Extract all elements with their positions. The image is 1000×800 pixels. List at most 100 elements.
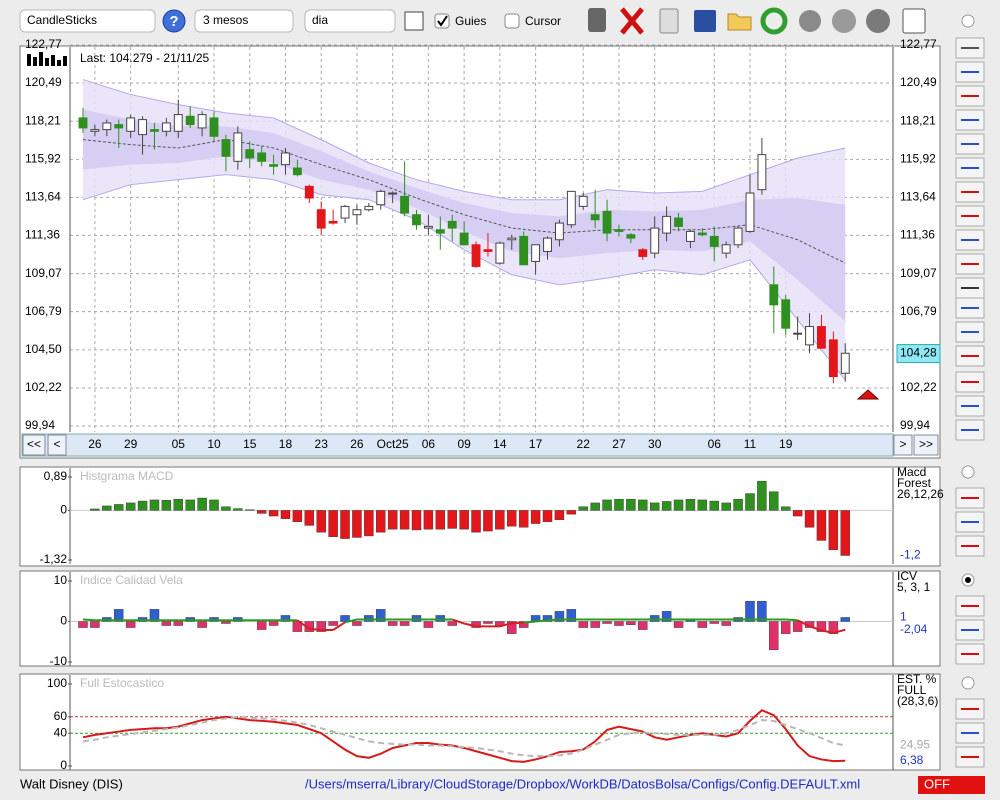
y-tick-label: 0,89 (44, 469, 68, 483)
candle-body (292, 167, 302, 176)
bar (328, 510, 338, 537)
x-tick-label: 23 (315, 437, 329, 451)
prev-button[interactable] (47, 434, 67, 456)
indicator-line-segment (821, 629, 834, 634)
bar (399, 621, 410, 626)
currency-icon[interactable] (832, 9, 856, 33)
bar (626, 621, 636, 625)
bar (352, 510, 362, 538)
y-tick-label-right: 120,49 (900, 75, 937, 89)
bar (316, 510, 326, 533)
y-tick-label: 0 (60, 758, 67, 772)
print-icon[interactable] (659, 8, 679, 34)
bar (554, 611, 565, 622)
bar (185, 499, 195, 511)
y-tick-label-right: 115,92 (900, 151, 936, 165)
bar (566, 510, 577, 515)
bar (840, 510, 850, 556)
bar (149, 499, 160, 511)
bar (792, 510, 803, 517)
bar (828, 621, 839, 634)
next-button[interactable] (893, 434, 913, 456)
radio[interactable] (961, 465, 975, 479)
candle-body (781, 299, 791, 329)
refresh-icon[interactable] (760, 7, 788, 35)
bar (780, 506, 791, 511)
trash-icon[interactable] (588, 8, 606, 32)
y-tick-label: 122,77 (25, 37, 62, 51)
bar (161, 621, 172, 626)
bar (649, 502, 660, 511)
period: 3 mesos (203, 13, 248, 27)
indicator-line-segment (547, 618, 560, 622)
y-tick-label: 100 (47, 676, 67, 690)
y-tick-label-right: 102,22 (900, 380, 937, 394)
settings-icon[interactable] (866, 9, 890, 33)
y-tick-label-right: 106,79 (900, 304, 937, 318)
bar (792, 621, 803, 632)
indicator-line-segment (463, 622, 477, 628)
help-button[interactable] (162, 9, 186, 33)
interval-select[interactable] (304, 9, 396, 33)
bar (661, 501, 672, 511)
chart-icon[interactable] (404, 11, 424, 31)
bar (328, 621, 338, 626)
bar (435, 615, 446, 622)
bar (221, 621, 231, 624)
bar (149, 609, 160, 622)
y-tick-label-right: 122,77 (900, 37, 937, 51)
radio[interactable] (961, 676, 975, 690)
calendar-icon[interactable] (902, 8, 926, 34)
open-icon[interactable] (727, 13, 752, 31)
y-tick-label: 113,64 (25, 190, 61, 204)
bar (173, 498, 184, 511)
last-button[interactable] (913, 434, 939, 456)
bar (602, 621, 612, 624)
delete-icon[interactable] (620, 7, 644, 35)
radio[interactable] (961, 14, 975, 28)
first-label: << (27, 437, 41, 451)
bar (90, 621, 100, 628)
indicator-label: 5, 3, 1 (897, 580, 931, 594)
y-tick-label: 99,94 (25, 418, 55, 432)
bar (423, 621, 434, 628)
config-path: /Users/mserra/Library/CloudStorage/Dropb… (305, 776, 860, 791)
candle-body (328, 220, 338, 224)
indicator-label: Macd (897, 465, 926, 479)
save-icon[interactable] (694, 10, 716, 32)
bar (566, 609, 577, 622)
bar (268, 510, 279, 517)
candle-body (340, 205, 350, 219)
indicator-line-segment (82, 618, 95, 622)
y-tick-label: -1,32 (40, 552, 68, 566)
candle-body (78, 117, 88, 129)
radio-dot (965, 577, 971, 583)
candle-body (793, 332, 803, 335)
candle-body (590, 214, 600, 221)
bar (757, 480, 767, 511)
candle-body (233, 132, 243, 162)
candle-body (650, 227, 660, 254)
bar (137, 500, 148, 511)
readout: 1 (900, 610, 907, 624)
x-tick-label: 11 (744, 437, 757, 451)
status-box[interactable] (918, 776, 985, 794)
toolbar-icons (588, 7, 975, 35)
candle-body (519, 235, 529, 266)
bar (316, 621, 326, 632)
cursor-checkbox[interactable] (504, 13, 520, 29)
bar (483, 621, 493, 624)
candle-body (543, 237, 552, 252)
readout: -1,2 (900, 548, 921, 562)
period-select[interactable] (194, 9, 294, 33)
first-button[interactable] (22, 434, 46, 456)
help-label: ? (169, 13, 178, 30)
bar (745, 493, 755, 511)
update-icon[interactable] (799, 10, 821, 32)
bar (471, 510, 481, 533)
readout: -2,04 (900, 622, 928, 636)
indicator-label: (28,3,6) (897, 694, 938, 708)
side-toolbar (955, 37, 985, 768)
chart-style-select[interactable] (19, 9, 156, 33)
x-tick-label: 10 (207, 437, 221, 451)
